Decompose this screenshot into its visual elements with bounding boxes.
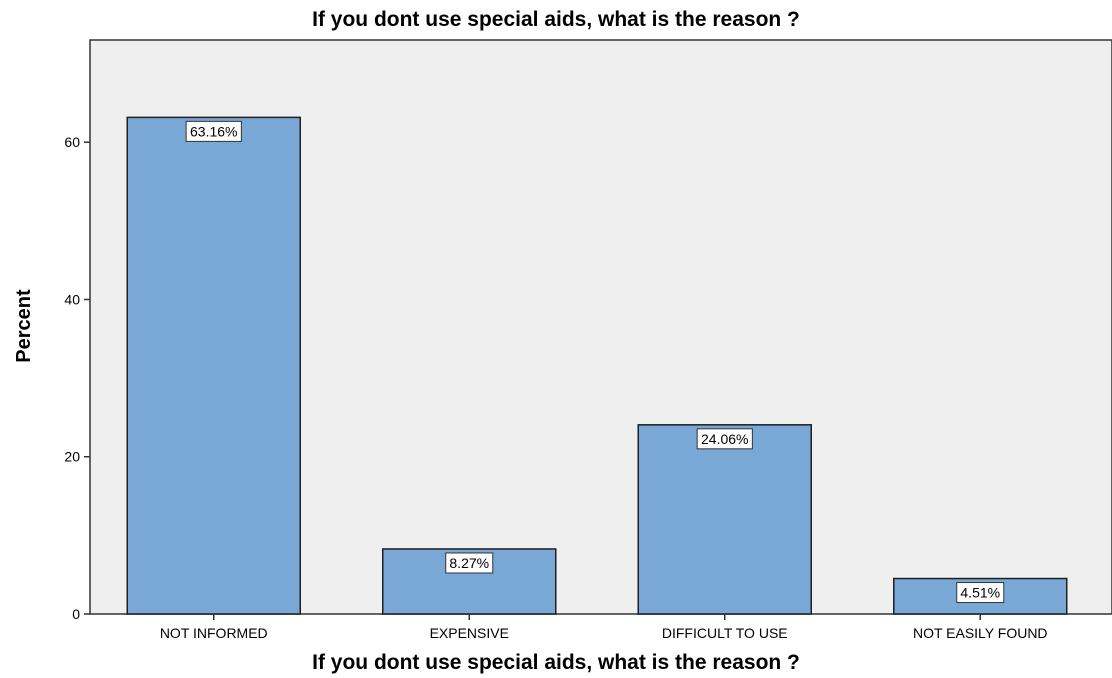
- x-tick-label: NOT INFORMED: [160, 625, 268, 641]
- x-tick-label: EXPENSIVE: [430, 625, 509, 641]
- y-tick-label: 0: [72, 606, 80, 622]
- bar: [637, 424, 812, 615]
- chart-title: If you dont use special aids, what is th…: [312, 8, 800, 31]
- data-label-box: [185, 120, 242, 142]
- data-label-box: [445, 552, 494, 574]
- y-axis-label: Percent: [13, 289, 35, 363]
- y-axis-ticks: 0 20 40 60: [64, 134, 90, 622]
- x-axis-ticks: NOT INFORMED EXPENSIVE DIFFICULT TO USE NOT…: [160, 614, 1048, 641]
- y-tick-label: 40: [64, 291, 80, 307]
- y-tick-label: 60: [64, 134, 80, 150]
- data-label-box: [956, 582, 1005, 604]
- bar: [126, 116, 301, 615]
- data-label: 8.27%: [449, 555, 489, 571]
- data-label: 4.51%: [960, 585, 1000, 601]
- data-label: 24.06%: [701, 431, 748, 447]
- x-tick-label: DIFFICULT TO USE: [662, 625, 788, 641]
- x-tick-label: NOT EASILY FOUND: [913, 625, 1048, 641]
- y-tick-label: 20: [64, 449, 80, 465]
- x-axis-title: If you dont use special aids, what is th…: [312, 651, 800, 674]
- data-label-box: [696, 428, 753, 450]
- data-label: 63.16%: [190, 123, 237, 139]
